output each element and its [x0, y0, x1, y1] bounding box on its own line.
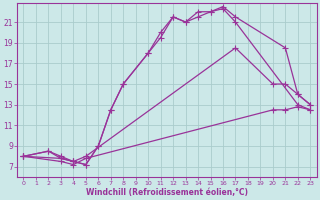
X-axis label: Windchill (Refroidissement éolien,°C): Windchill (Refroidissement éolien,°C) [86, 188, 248, 197]
